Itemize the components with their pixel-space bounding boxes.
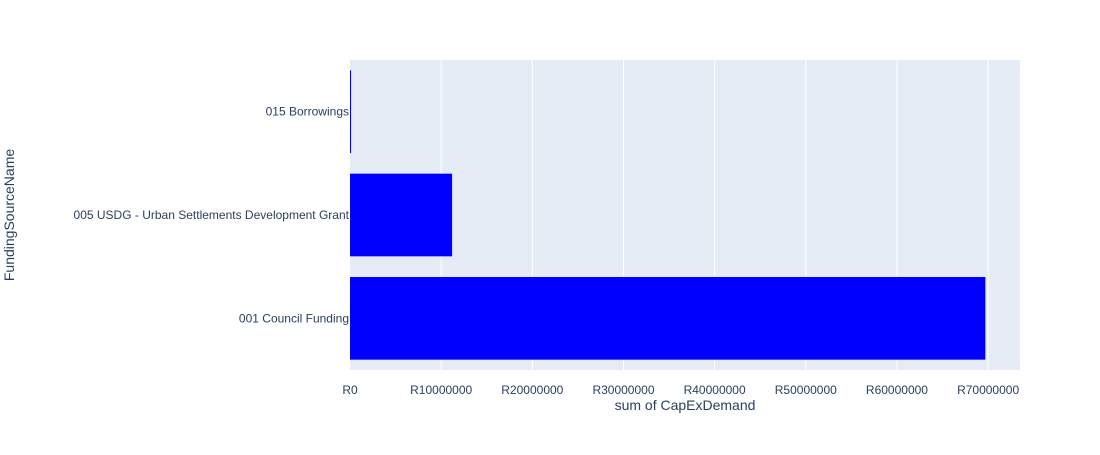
- x-tick-label: R40000000: [684, 383, 746, 397]
- y-tick-label: 015 Borrowings: [266, 105, 349, 119]
- bars: [350, 70, 986, 360]
- x-tick-label: R50000000: [775, 383, 837, 397]
- x-tick-label: R30000000: [592, 383, 654, 397]
- y-tick-label: 001 Council Funding: [239, 311, 349, 325]
- y-axis-ticks: 001 Council Funding 005 USDG - Urban Sett…: [74, 105, 350, 326]
- x-axis-ticks: R0 R10000000 R20000000 R30000000 R40000000 R5…: [342, 383, 1019, 397]
- x-tick-label: R10000000: [410, 383, 472, 397]
- x-axis-title: sum of CapExDemand: [615, 397, 756, 413]
- y-tick-label: 005 USDG - Urban Settlements Development…: [74, 208, 350, 222]
- bar[interactable]: [350, 70, 352, 153]
- x-tick-label: R0: [342, 383, 358, 397]
- x-tick-label: R20000000: [501, 383, 563, 397]
- x-tick-label: R70000000: [957, 383, 1019, 397]
- bar[interactable]: [350, 277, 986, 360]
- y-axis-title: FundingSourceName: [1, 149, 17, 282]
- x-tick-label: R60000000: [866, 383, 928, 397]
- bar[interactable]: [350, 173, 453, 257]
